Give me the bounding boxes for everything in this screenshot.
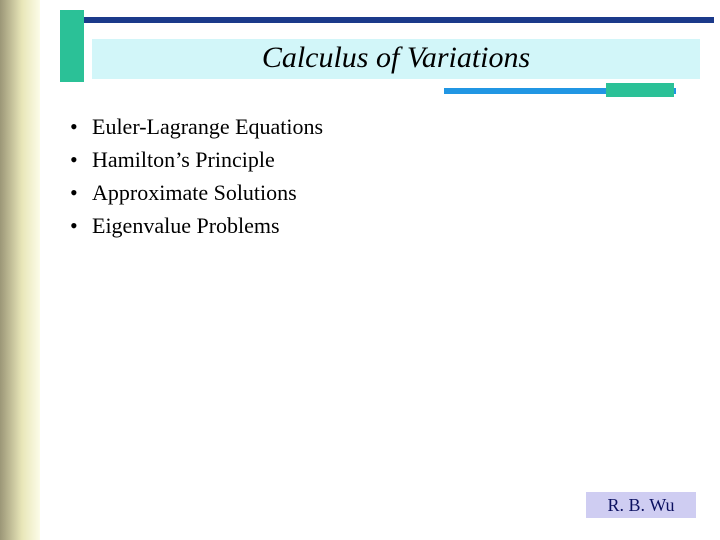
bullet-list: Euler-Lagrange Equations Hamilton’s Prin…	[70, 110, 323, 242]
author-label: R. B. Wu	[586, 492, 696, 518]
list-item: Hamilton’s Principle	[70, 143, 323, 176]
slide-title: Calculus of Variations	[92, 41, 700, 75]
teal-vertical-tab	[60, 10, 84, 82]
list-item: Approximate Solutions	[70, 176, 323, 209]
top-horizontal-bar	[70, 17, 714, 23]
title-underline-teal	[606, 83, 674, 97]
list-item: Euler-Lagrange Equations	[70, 110, 323, 143]
left-gradient-strip	[0, 0, 40, 540]
list-item: Eigenvalue Problems	[70, 209, 323, 242]
